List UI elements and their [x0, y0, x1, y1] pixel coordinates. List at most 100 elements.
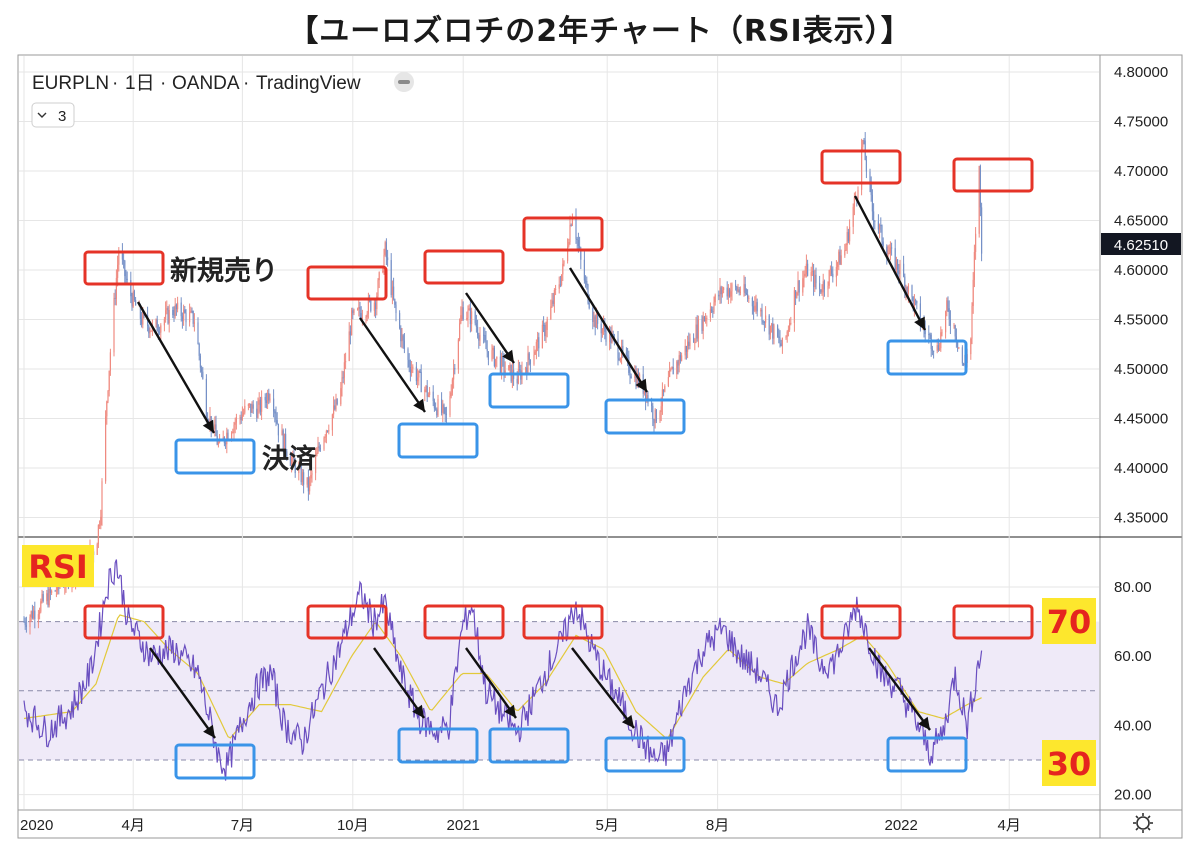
candle-body-425 [737, 289, 739, 292]
candle-body-279 [492, 347, 494, 351]
candle-body-153 [281, 430, 283, 436]
candle-body-488 [844, 250, 846, 256]
sell-box [522, 604, 604, 640]
candle-body-50 [107, 390, 109, 402]
candle-body-361 [629, 372, 631, 377]
candle-body-255 [451, 379, 453, 393]
candle-body-387 [672, 366, 674, 375]
annotation-arrows [136, 195, 931, 739]
candle-body-90 [174, 304, 176, 317]
candle-body-412 [714, 294, 716, 303]
candle-body-409 [711, 309, 713, 312]
candle-body-476 [822, 281, 824, 293]
header-symbol[interactable]: EURPLN [32, 73, 109, 94]
candle-body-263 [466, 318, 468, 320]
candle-body-15 [48, 588, 50, 606]
candle-body-240 [426, 385, 428, 397]
candle-body-220 [393, 286, 395, 299]
candle-body-321 [562, 263, 564, 275]
candle-body-497 [857, 189, 859, 199]
candle-body-75 [149, 331, 151, 334]
header-separator-3: · [243, 73, 249, 94]
candle-body-384 [669, 369, 671, 378]
candle-body-378 [659, 411, 661, 422]
last-price-badge [1101, 233, 1181, 255]
candle-body-417 [723, 287, 725, 290]
candle-body-505 [871, 194, 873, 212]
candle-body-479 [828, 270, 830, 286]
candle-body-243 [432, 391, 434, 401]
candle-body-309 [543, 324, 545, 326]
candle-body-482 [832, 273, 834, 278]
candle-body-282 [496, 356, 498, 359]
candle-body-6 [33, 610, 35, 619]
candle-body-557 [958, 347, 960, 349]
candle-body-214 [383, 254, 385, 271]
candle-body-434 [753, 306, 755, 311]
candle-body-134 [249, 403, 251, 405]
candle-body-101 [192, 310, 194, 324]
candle-body-262 [462, 307, 464, 320]
candle-body-64 [131, 296, 133, 307]
candle-body-500 [863, 140, 865, 142]
candle-body-83 [163, 319, 165, 326]
candle-body-268 [474, 311, 476, 324]
candle-body-323 [567, 246, 569, 261]
candle-body-528 [911, 285, 913, 297]
candle-body-127 [235, 417, 237, 423]
candle-body-59 [123, 259, 125, 261]
settings-gear-icon[interactable] [1133, 813, 1153, 833]
header-menu-icon[interactable] [394, 72, 414, 92]
candle-body-158 [289, 456, 291, 466]
candle-body-215 [384, 242, 386, 255]
header-interval[interactable]: 1日 [125, 73, 155, 94]
candle-body-369 [643, 390, 645, 394]
candle-body-12 [42, 594, 44, 602]
candle-body-432 [748, 297, 750, 299]
sell-box [306, 604, 388, 640]
price-tick-label: 4.80000 [1114, 64, 1168, 81]
candle-body-74 [148, 326, 150, 334]
candle-body-364 [635, 373, 637, 387]
candle-body-163 [298, 467, 300, 474]
candle-body-273 [483, 334, 485, 336]
candle-body-410 [712, 311, 714, 313]
candle-body-187 [336, 398, 338, 405]
candle-body-404 [702, 316, 704, 331]
candle-body-371 [646, 395, 648, 401]
candle-body-301 [528, 353, 530, 360]
outer-frame [17, 54, 1183, 839]
candle-body-70 [141, 318, 143, 325]
candle-body-175 [317, 446, 319, 453]
candle-body-325 [569, 225, 571, 243]
candle-body-416 [721, 289, 723, 295]
indicator-count-dropdown[interactable]: 3 [31, 102, 75, 128]
candle-body-86 [167, 308, 169, 324]
time-tick-label: 2021 [447, 817, 480, 834]
candle-body-395 [687, 341, 689, 352]
candle-body-210 [376, 296, 378, 310]
candle-body-510 [880, 225, 882, 227]
candle-body-558 [961, 347, 963, 364]
candle-body-241 [427, 394, 429, 397]
candle-body-363 [634, 373, 636, 379]
candle-body-261 [461, 307, 463, 316]
rsi-axis: 80.00 60.00 40.00 20.00 [1114, 579, 1152, 804]
candle-body-451 [780, 343, 782, 347]
candle-body-397 [689, 337, 691, 346]
candle-body-418 [726, 287, 728, 297]
candle-body-551 [948, 308, 950, 320]
candle-body-506 [873, 211, 875, 222]
candle-body-437 [756, 302, 758, 312]
candle-body-104 [198, 344, 200, 356]
candle-body-520 [897, 259, 899, 270]
candle-body-195 [351, 310, 353, 336]
candle-body-285 [502, 356, 504, 359]
candle-body-492 [849, 226, 851, 242]
candle-body-229 [408, 359, 410, 368]
candle-body-178 [323, 437, 325, 450]
candle-body-130 [241, 414, 243, 420]
arrow-head [412, 704, 424, 718]
candle-body-288 [508, 365, 510, 371]
candle-body-383 [667, 377, 669, 387]
